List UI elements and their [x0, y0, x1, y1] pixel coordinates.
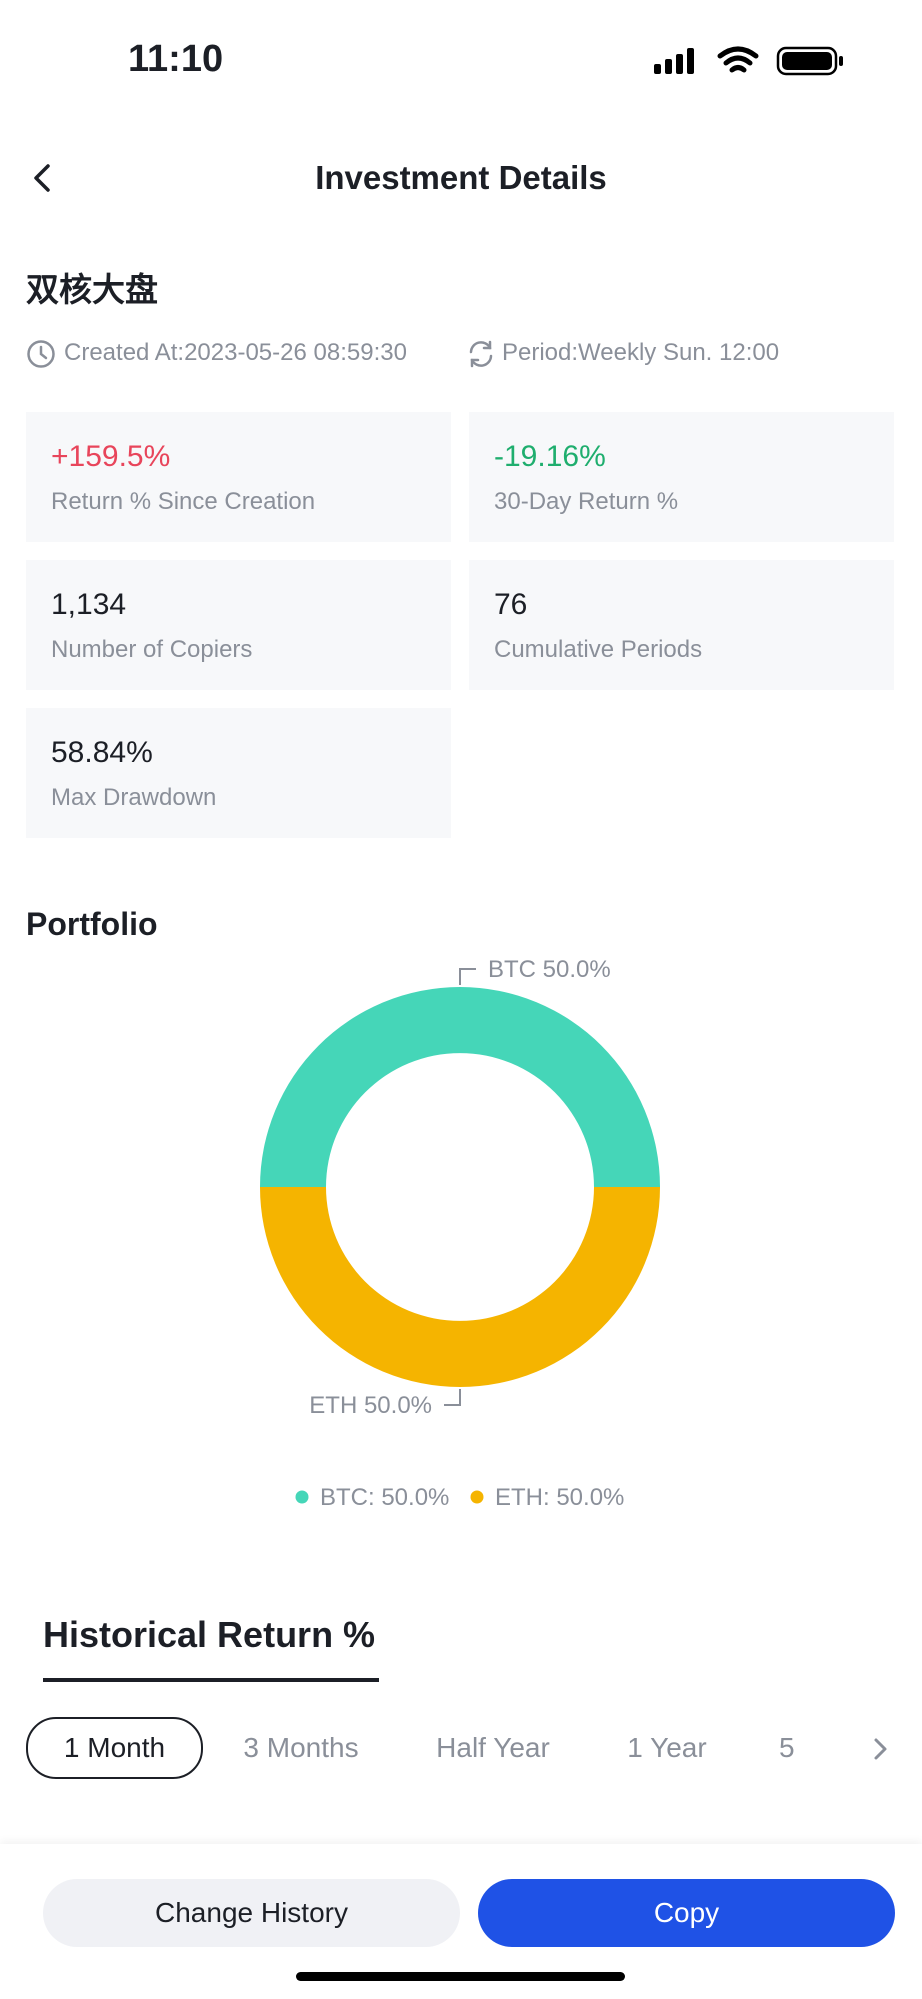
stat-label: 30-Day Return %: [494, 488, 679, 515]
signal-bar: [654, 64, 661, 74]
tab[interactable]: 3 Months: [243, 1732, 359, 1763]
tab[interactable]: 5 Years: [779, 1732, 795, 1763]
back-button[interactable]: [28, 160, 58, 196]
signal-bar: [665, 59, 672, 74]
leader-line: [444, 1389, 461, 1406]
stat-label: Max Drawdown: [51, 784, 217, 811]
stat-card: -19.16% 30-Day Return %: [469, 412, 894, 542]
signal-bar: [687, 48, 694, 74]
stat-label: Number of Copiers: [51, 636, 253, 663]
created-at: Created At:2023-05-26 08:59:30: [64, 339, 407, 366]
battery-frame: [776, 46, 838, 76]
stat-value: 58.84%: [51, 736, 153, 769]
stat-card: 58.84% Max Drawdown: [26, 708, 451, 838]
battery-tip: [839, 56, 843, 66]
history-underline: [43, 1678, 379, 1682]
wifi-icon: [717, 46, 759, 73]
header-title: Investment Details: [315, 159, 607, 196]
stat-card: 76 Cumulative Periods: [469, 560, 894, 690]
battery-level: [782, 52, 832, 70]
copy-button[interactable]: Copy: [478, 1879, 895, 1947]
refresh-icon: [469, 340, 493, 368]
tabs-scroll-arrow[interactable]: [868, 1734, 892, 1764]
period: Period:Weekly Sun. 12:00: [502, 339, 780, 366]
clock-icon: [27, 340, 55, 368]
legend-label: BTC: 50.0%: [320, 1484, 449, 1511]
history-title: Historical Return %: [43, 1614, 376, 1655]
stat-value: 76: [494, 588, 528, 621]
tab[interactable]: Half Year: [436, 1732, 550, 1763]
legend-marker: [470, 1490, 484, 1504]
leader-line: [459, 968, 476, 985]
status-icons: [654, 46, 843, 76]
stat-value: -19.16%: [494, 440, 606, 473]
stat-value: +159.5%: [51, 440, 171, 473]
pie-slice: [260, 1187, 660, 1387]
stat-label: Cumulative Periods: [494, 636, 703, 663]
stat-value: 1,134: [51, 588, 127, 621]
status-time: 11:10: [128, 38, 224, 80]
home-indicator: [296, 1972, 625, 1981]
portfolio-title: Portfolio: [26, 906, 158, 942]
stat-card: 1,134 Number of Copiers: [26, 560, 451, 690]
pie-slice: [260, 987, 660, 1187]
tab[interactable]: 1 Year: [627, 1732, 707, 1763]
legend-marker: [295, 1490, 309, 1504]
tab-active[interactable]: 1 Month: [26, 1717, 203, 1779]
slice-label: ETH 50.0%: [309, 1392, 432, 1419]
change-history-button[interactable]: Change History: [43, 1879, 460, 1947]
signal-bar: [676, 54, 683, 74]
stat-label: Return % Since Creation: [51, 488, 316, 515]
slice-label: BTC 50.0%: [488, 956, 611, 983]
portfolio-chart: BTC 50.0% ETH 50.0% BTC: 50.0% ETH: 50.0%: [260, 956, 660, 1511]
legend-label: ETH: 50.0%: [495, 1484, 624, 1511]
strategy-name: 双核大盘: [26, 271, 158, 308]
stat-card: +159.5% Return % Since Creation: [26, 412, 451, 542]
